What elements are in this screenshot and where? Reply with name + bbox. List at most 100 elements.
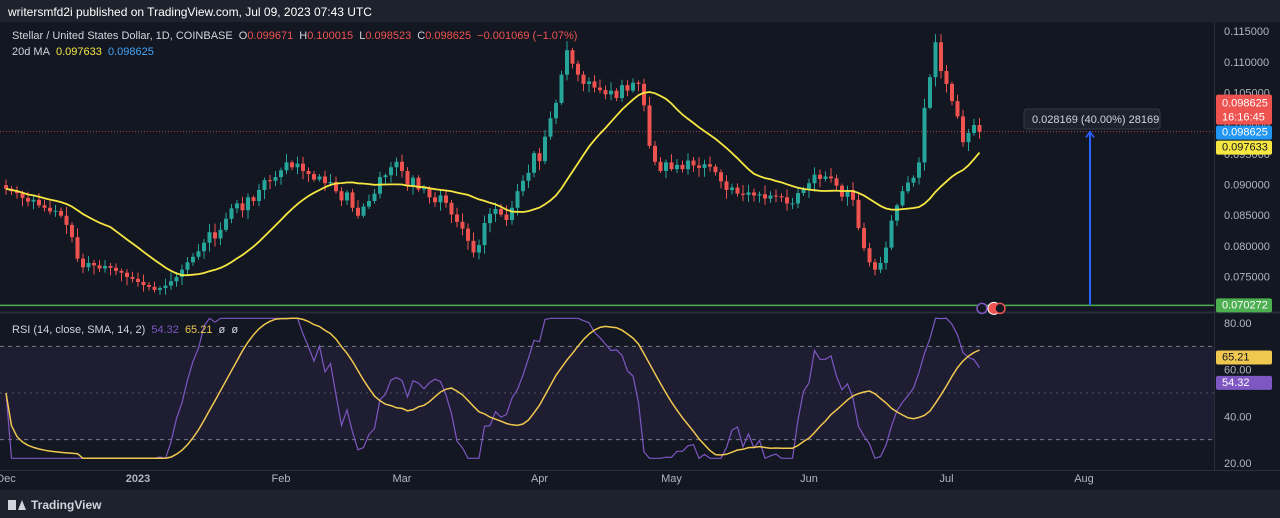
candle-body	[950, 83, 954, 102]
candle-body	[664, 162, 668, 171]
candle-body	[719, 172, 723, 182]
candle-body	[301, 163, 305, 171]
candle-body	[565, 50, 569, 75]
candle-body	[851, 189, 855, 200]
time-tick-label: Mar	[393, 473, 412, 485]
candle-body	[235, 203, 239, 209]
candle-body	[372, 193, 377, 202]
rsi-extra-2: ø	[231, 324, 239, 336]
support-price-tag: 0.070272	[1222, 299, 1268, 311]
candle-body	[130, 277, 135, 279]
price-tick-label: 0.110000	[1224, 57, 1269, 69]
high-label: H	[299, 30, 308, 42]
time-tick-label: May	[661, 473, 682, 485]
candle-body	[834, 178, 839, 186]
chart-frame[interactable]: 0.075000 0.080000 0.085000 0.090000 0.095000…	[0, 22, 1280, 490]
candle-body	[191, 256, 195, 263]
time-tick-label: Jul	[939, 473, 953, 485]
ma-value: 0.097633	[55, 46, 102, 58]
candle-body	[658, 161, 663, 171]
candle-body	[807, 183, 811, 190]
rsi-tick-label: 40.00	[1224, 411, 1252, 423]
ma-label: 20d MA	[12, 46, 50, 58]
candle-body	[609, 90, 613, 95]
candle-body	[295, 163, 300, 168]
candle-body	[361, 206, 366, 216]
candle-body	[878, 262, 883, 270]
candle-body	[493, 208, 498, 214]
candle-body	[389, 167, 393, 176]
candle-body	[944, 71, 949, 84]
rsi-ma-tag: 65.21	[1222, 352, 1250, 364]
rsi-tag-bg	[1216, 375, 1272, 390]
publish-header: writersmfd2i published on TradingView.co…	[0, 0, 1280, 22]
candle-body	[394, 161, 399, 168]
rsi-tick-label: 60.00	[1224, 365, 1252, 377]
candle-body	[37, 199, 41, 206]
candle-body	[702, 164, 707, 168]
candle-body	[257, 189, 261, 202]
candle-body	[603, 90, 608, 95]
measure-label: 0.028169 (40.00%) 28169	[1032, 114, 1159, 126]
candle-body	[466, 228, 470, 241]
candle-body	[323, 176, 327, 184]
candle-body	[416, 177, 421, 190]
candle-body	[554, 102, 558, 119]
close-price-tag: 0.098625	[1222, 127, 1268, 139]
candle-body	[504, 214, 509, 221]
time-tick-label: Dec	[0, 473, 16, 485]
candle-body	[796, 193, 800, 204]
candle-body	[823, 176, 828, 179]
candle-body	[477, 245, 481, 253]
candle-body	[763, 194, 767, 199]
candle-body	[64, 215, 69, 225]
candle-body	[686, 160, 690, 170]
price-tick-label: 0.115000	[1224, 26, 1269, 38]
rsi-ma-line	[5, 317, 980, 460]
low-label: L	[359, 30, 366, 42]
candle-body	[97, 265, 102, 269]
chart-canvas[interactable]: 0.0750000.0800000.0850000.0900000.095000…	[0, 22, 1280, 490]
candle-body	[757, 194, 762, 196]
rsi-tick-label: 20.00	[1224, 458, 1252, 470]
publish-info: writersmfd2i published on TradingView.co…	[8, 5, 372, 19]
candle-body	[845, 189, 850, 197]
candle-body	[81, 258, 85, 268]
candle-body	[774, 195, 778, 197]
candle-body	[647, 105, 652, 146]
price-legend: Stellar / United States Dollar, 1D, COIN…	[12, 30, 580, 42]
candle-body	[141, 281, 146, 285]
candle-body	[356, 207, 360, 216]
candle-body	[350, 192, 355, 208]
candle-body	[741, 193, 745, 195]
candle-body	[570, 50, 575, 64]
candle-body	[559, 74, 564, 103]
candle-body	[521, 180, 525, 192]
candle-body	[207, 232, 212, 243]
candle-body	[279, 170, 283, 178]
candle-body	[818, 174, 822, 179]
candle-body	[631, 82, 635, 91]
open-label: O	[238, 30, 248, 42]
candle-body	[735, 187, 740, 194]
candle-body	[889, 220, 894, 248]
price-tick-label: 0.075000	[1224, 271, 1270, 283]
candle-body	[438, 195, 443, 203]
candle-body	[911, 177, 916, 183]
candle-body	[15, 191, 19, 194]
candle-body	[433, 197, 437, 203]
candle-body	[224, 218, 228, 230]
tradingview-logo[interactable]: TradingView	[8, 498, 101, 512]
candle-body	[510, 207, 514, 221]
event-marker	[976, 302, 988, 315]
candle-body	[427, 188, 432, 198]
candle-body	[532, 153, 536, 173]
candle-body	[460, 221, 465, 229]
price-tick-label: 0.090000	[1224, 179, 1270, 191]
candle-body	[449, 202, 454, 215]
candle-body	[317, 176, 322, 180]
candle-body	[383, 175, 388, 178]
candle-body	[779, 196, 784, 198]
candle-body	[103, 265, 107, 269]
candle-body	[125, 272, 129, 278]
